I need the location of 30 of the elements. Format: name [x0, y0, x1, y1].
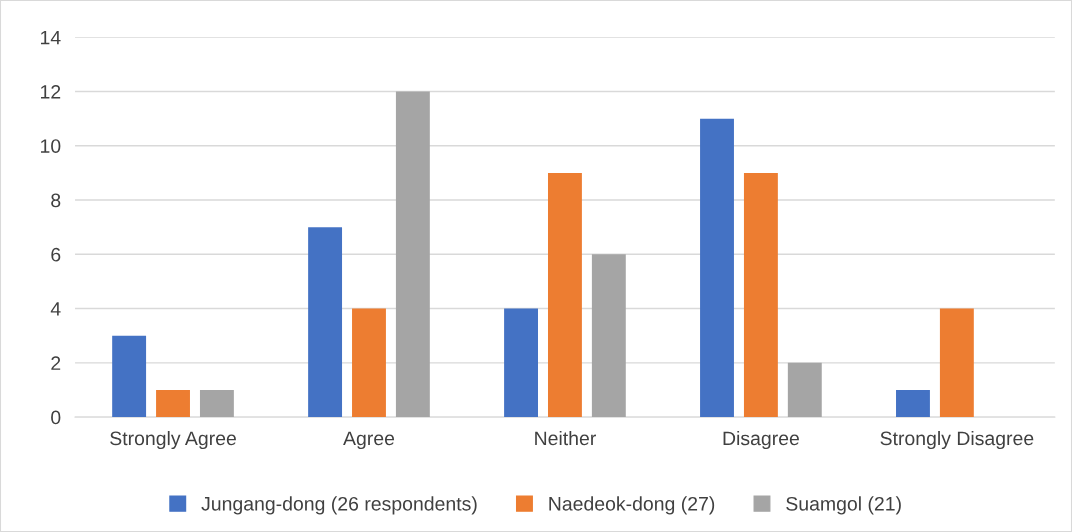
- x-tick-label: Agree: [343, 431, 395, 450]
- bar: [743, 172, 778, 418]
- bar: [591, 254, 626, 418]
- x-tick-label: Strongly Agree: [110, 430, 236, 450]
- y-tick-label: 2: [51, 356, 61, 370]
- bar: [395, 91, 430, 418]
- y-tick-label: 4: [50, 302, 61, 316]
- bar: [352, 308, 386, 418]
- bar: [547, 172, 582, 418]
- y-tick-label: 12: [41, 84, 61, 99]
- bar: [939, 308, 974, 418]
- y-tick-label: 10: [41, 139, 61, 153]
- bar: [199, 389, 234, 418]
- bar: [787, 362, 822, 418]
- legend-label: Jungang-dong (26 respondents): [201, 496, 477, 515]
- bar: [308, 227, 343, 418]
- x-tick-label: Disagree: [723, 430, 799, 450]
- x-tick-label: Strongly Disagree: [880, 430, 1034, 450]
- bar: [700, 118, 734, 418]
- bar: [156, 389, 190, 418]
- y-tick-label: 8: [51, 193, 61, 208]
- legend-label: Suamgol (21): [786, 496, 901, 515]
- y-tick-label: 0: [51, 410, 61, 425]
- y-tick-label: 14: [41, 30, 61, 45]
- bar: [896, 389, 930, 418]
- bar: [112, 335, 147, 418]
- y-tick-label: 6: [51, 247, 61, 262]
- legend-label: Naedeok-dong (27): [549, 496, 715, 515]
- bar: [504, 308, 538, 418]
- x-tick-label: Neither: [535, 430, 596, 446]
